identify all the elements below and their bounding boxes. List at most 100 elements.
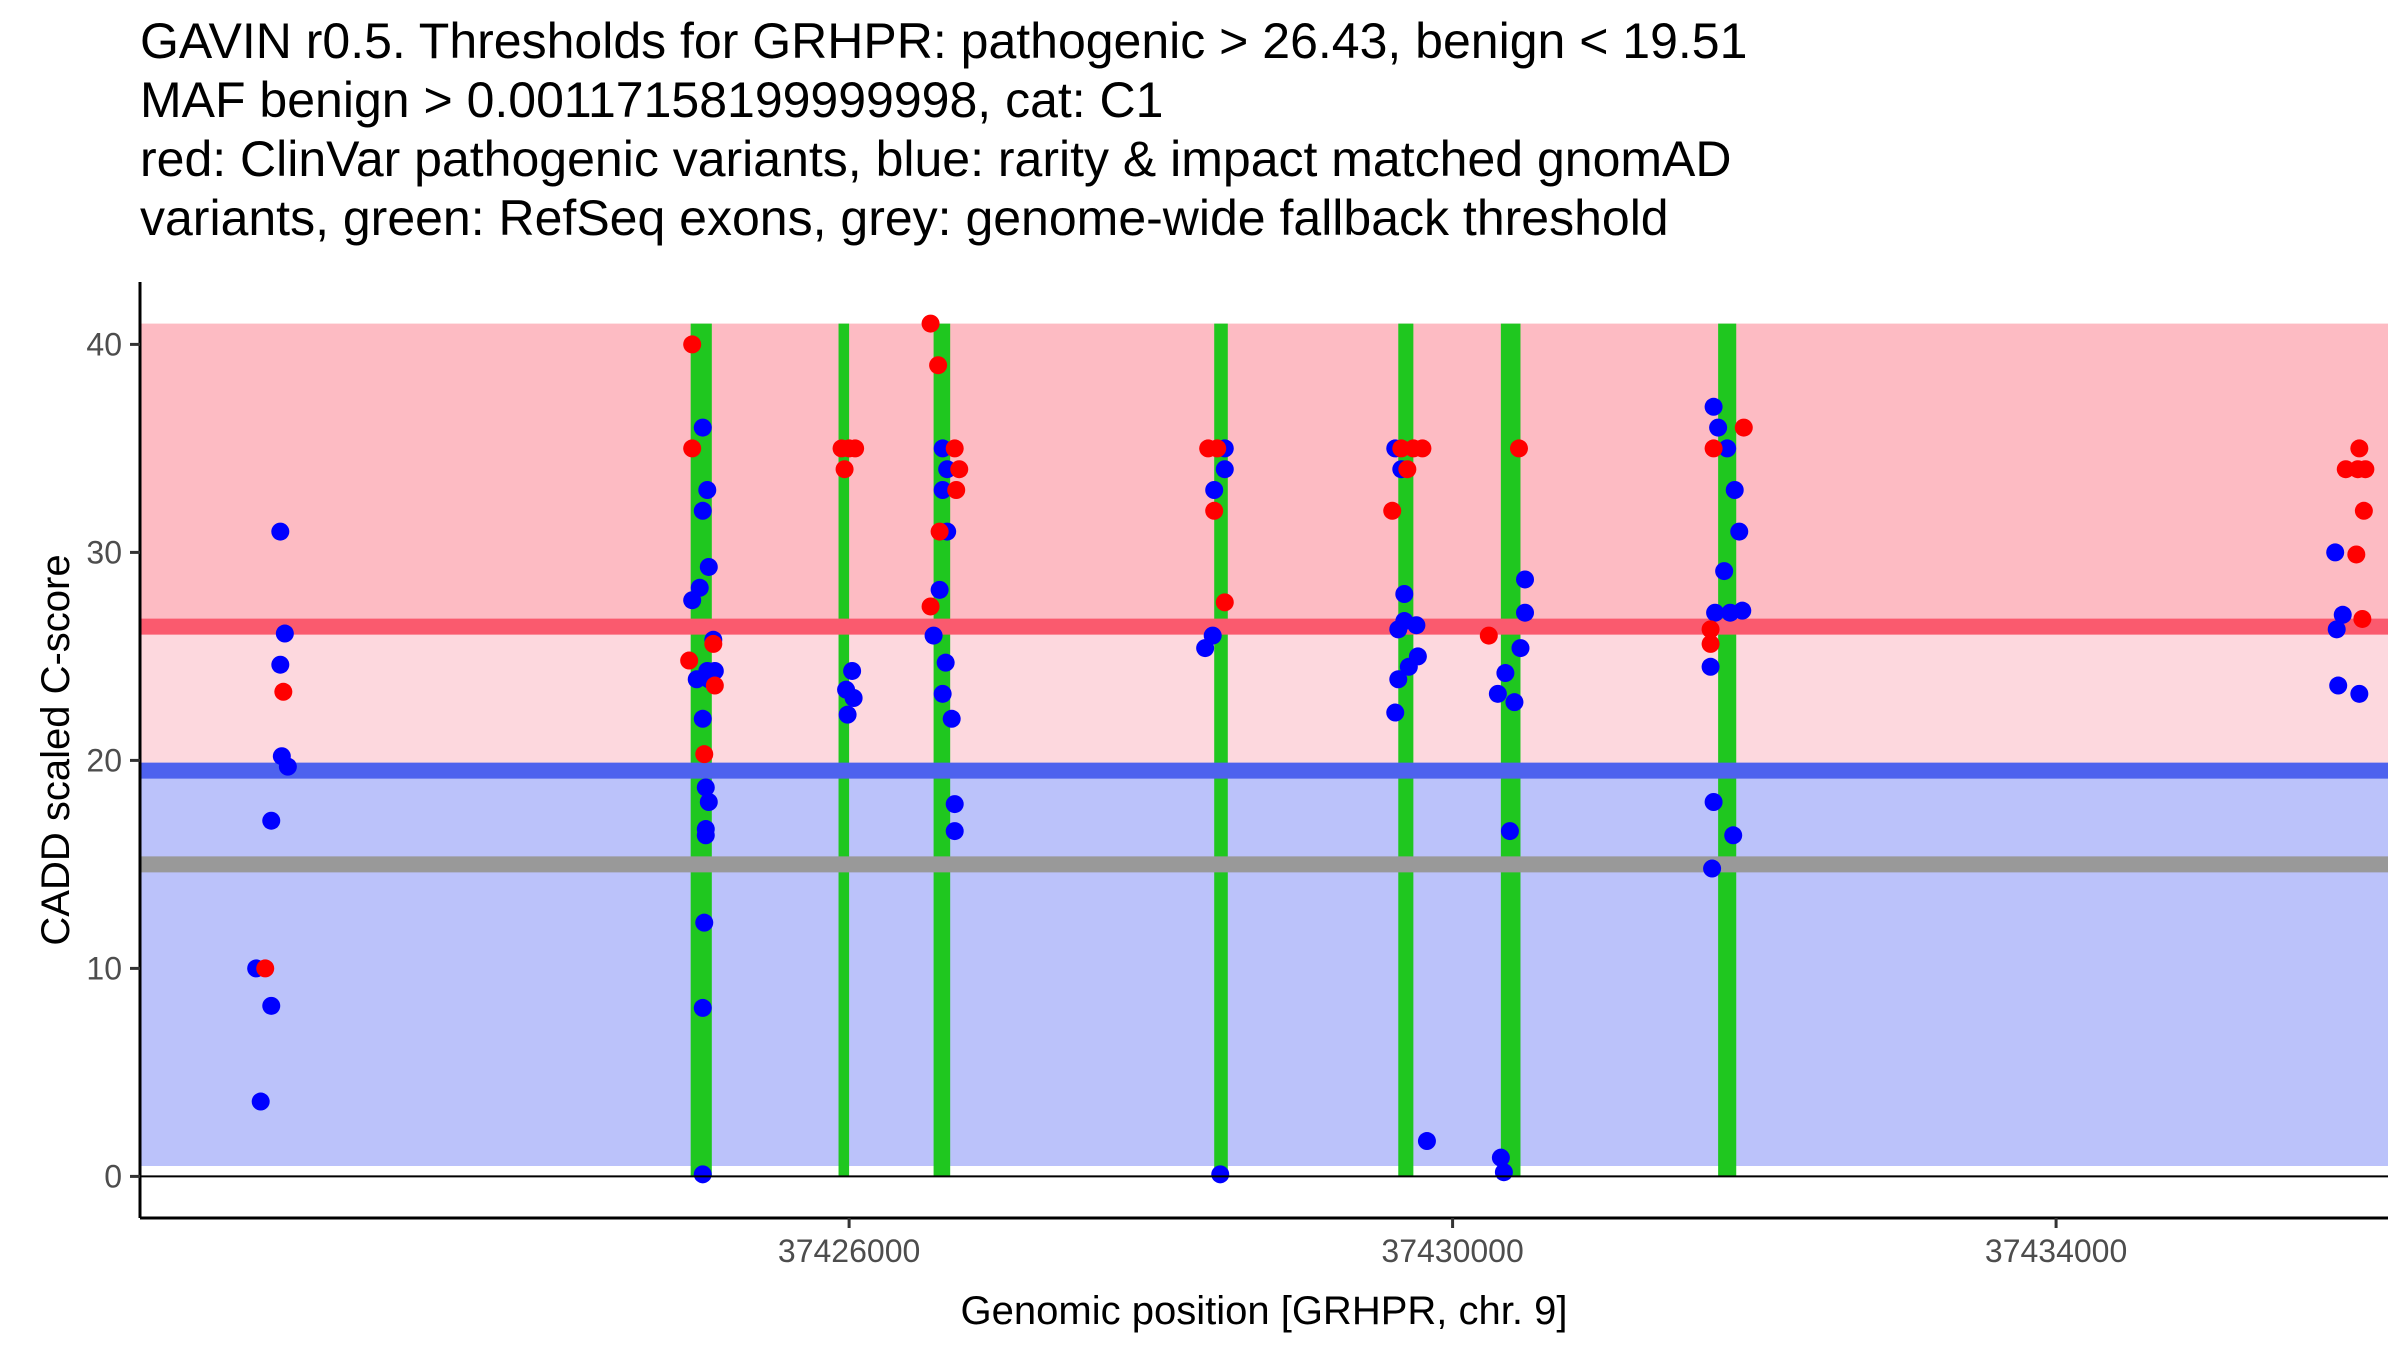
exon-bar-2	[838, 323, 850, 1177]
gnomad-point-1	[271, 522, 290, 541]
clinvar-point-13	[921, 314, 940, 333]
gnomad-point-5	[278, 757, 297, 776]
clinvar-point-2	[256, 959, 275, 978]
gnomad-point-85	[2327, 620, 2346, 639]
gnomad-point-14	[693, 501, 712, 520]
gnomad-point-48	[1196, 639, 1215, 658]
clinvar-point-32	[1734, 418, 1753, 437]
clinvar-point-3	[683, 335, 702, 354]
clinvar-point-6	[695, 745, 714, 764]
clinvar-point-34	[1701, 634, 1720, 653]
clinvar-point-7	[704, 634, 723, 653]
gnomad-point-74	[1730, 522, 1749, 541]
clinvar-point-30	[1509, 439, 1528, 458]
gnomad-point-61	[1516, 570, 1535, 589]
x-axis-title: Genomic position [GRHPR, chr. 9]	[961, 1289, 1568, 1333]
exon-bars	[690, 323, 1737, 1177]
gnomad-point-71	[1709, 418, 1728, 437]
chart-title: GAVIN r0.5. Thresholds for GRHPR: pathog…	[140, 12, 2340, 248]
gnomad-point-58	[1389, 670, 1408, 689]
clinvar-point-17	[947, 481, 966, 499]
clinvar-point-1	[274, 682, 293, 701]
clinvar-point-33	[1701, 620, 1720, 639]
gnomad-point-22	[696, 778, 715, 797]
gnomad-point-13	[698, 481, 717, 499]
gnomad-point-66	[1505, 693, 1524, 712]
axes	[138, 282, 2388, 1220]
gnomad-point-87	[2350, 684, 2369, 703]
clinvar-point-41	[2353, 609, 2372, 628]
title-line-2: MAF benign > 0.00117158199999998, cat: C…	[140, 72, 1164, 128]
benign-region	[140, 770, 2388, 1166]
clinvar-point-22	[1205, 501, 1224, 520]
gnomad-point-8	[262, 996, 281, 1015]
gnomad-point-21	[693, 709, 712, 728]
clinvar-point-31	[1704, 439, 1723, 458]
gnomad-point-9	[251, 1092, 270, 1111]
gnomad-point-2	[275, 624, 294, 643]
pathogenic-region	[140, 323, 2388, 627]
gnomad-point-23	[699, 793, 718, 811]
y-tick-label-30: 30	[86, 534, 122, 570]
y-tick-label-10: 10	[86, 950, 122, 986]
gnomad-point-35	[933, 481, 952, 499]
gnomad-point-65	[1488, 684, 1507, 703]
x-tick-label-37430000: 37430000	[1381, 1233, 1523, 1269]
gnomad-point-80	[1704, 793, 1723, 811]
gnomad-point-86	[2329, 676, 2348, 695]
gnomad-point-73	[1725, 481, 1744, 499]
gnomad-point-15	[699, 557, 718, 576]
y-tick-label-20: 20	[86, 742, 122, 778]
gnomad-point-27	[693, 998, 712, 1017]
exon-bar-4	[1214, 323, 1228, 1177]
gnomad-point-25	[696, 826, 715, 845]
gnomad-point-59	[1386, 703, 1405, 722]
gnomad-point-28	[693, 1165, 712, 1184]
gnomad-point-69	[1494, 1163, 1513, 1182]
gnomad-point-62	[1516, 603, 1535, 622]
gnomad-point-63	[1511, 639, 1530, 658]
gnomad-point-81	[1724, 826, 1743, 845]
gnomad-point-32	[838, 705, 857, 724]
clinvar-point-11	[846, 439, 865, 458]
gnomad-point-6	[262, 811, 281, 830]
gnomad-point-83	[2326, 543, 2345, 562]
gnomad-point-11	[690, 578, 709, 597]
clinvar-point-40	[2347, 545, 2366, 564]
variant-points	[247, 314, 2375, 1184]
gnomad-point-76	[1706, 603, 1725, 622]
y-axis-title: CADD scaled C-score	[34, 554, 78, 945]
gnomad-point-39	[936, 653, 955, 672]
x-tick-label-37434000: 37434000	[1985, 1233, 2127, 1269]
gnomad-point-3	[271, 655, 290, 674]
clinvar-point-15	[945, 439, 964, 458]
gnomad-point-38	[924, 626, 943, 645]
gnomad-point-70	[1704, 397, 1723, 416]
clinvar-point-37	[2356, 460, 2375, 479]
exon-bar-5	[1398, 323, 1414, 1177]
gnomad-point-43	[945, 822, 964, 841]
clinvar-point-23	[1215, 593, 1234, 612]
clinvar-point-38	[2350, 439, 2369, 458]
clinvar-point-28	[1383, 501, 1402, 520]
clinvar-point-8	[705, 676, 724, 695]
y-tick-label-0: 0	[104, 1158, 122, 1194]
clinvar-point-14	[929, 356, 948, 375]
clinvar-point-39	[2354, 501, 2373, 520]
gnomad-point-68	[1491, 1148, 1510, 1167]
exon-bar-7	[1718, 323, 1737, 1177]
clinvar-point-21	[1208, 439, 1227, 458]
gnomad-point-72	[1718, 439, 1737, 458]
axis-ticks: 0 10 20 30 40 37426000 37430000 37434000	[86, 326, 2127, 1269]
clinvar-point-29	[1479, 626, 1498, 645]
clinvar-point-18	[930, 522, 949, 541]
gnomad-point-36	[930, 580, 949, 599]
exon-bar-6	[1500, 323, 1521, 1177]
title-line-4: variants, green: RefSeq exons, grey: gen…	[140, 190, 1669, 246]
gnomad-point-75	[1715, 562, 1734, 581]
gnomad-point-41	[942, 709, 961, 728]
y-tick-label-40: 40	[86, 326, 122, 362]
clinvar-point-4	[683, 439, 702, 458]
gnomad-point-79	[1701, 657, 1720, 676]
